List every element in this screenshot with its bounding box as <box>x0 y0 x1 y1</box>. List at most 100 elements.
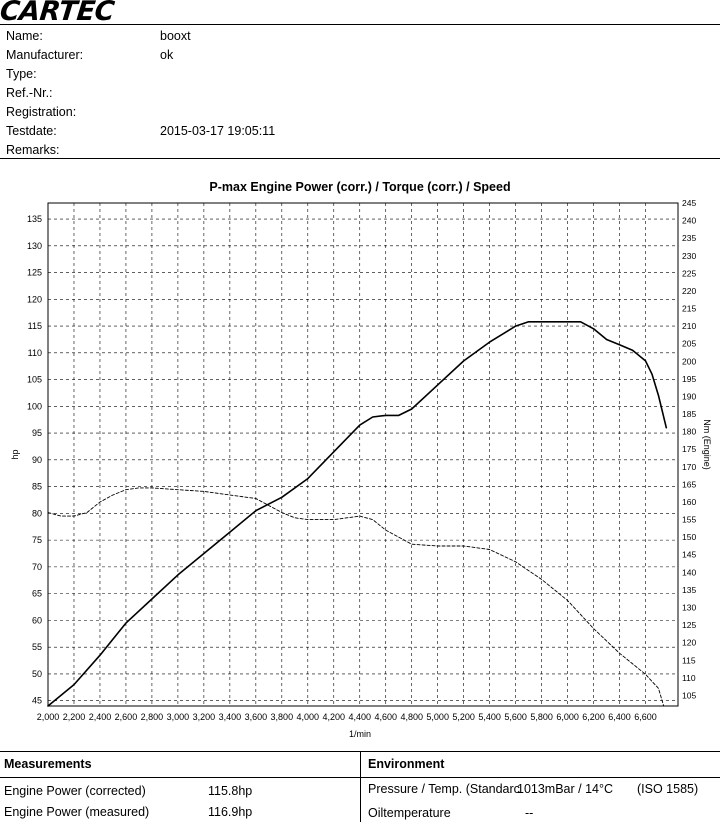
y-right-tick-label: 235 <box>682 233 696 243</box>
y-left-tick-label: 125 <box>27 268 42 278</box>
y-right-tick-label: 125 <box>682 620 696 630</box>
y-left-tick-label: 50 <box>32 669 42 679</box>
y-left-tick-label: 110 <box>28 348 42 358</box>
y-left-tick-label: 45 <box>32 696 42 706</box>
x-tick-label: 6,000 <box>556 712 579 722</box>
y-right-tick-label: 105 <box>682 690 696 700</box>
info-label: Remarks: <box>6 143 60 157</box>
info-label: Manufacturer: <box>6 48 84 62</box>
x-tick-label: 4,400 <box>348 712 371 722</box>
y-right-tick-label: 150 <box>682 532 696 542</box>
y-left-axis-label: hp <box>10 449 20 459</box>
info-label: Name: <box>6 29 43 43</box>
measurement-label: Engine Power (measured) <box>4 805 150 819</box>
y-right-tick-label: 180 <box>682 427 696 437</box>
y-right-tick-label: 230 <box>682 251 696 261</box>
environment-label: Oiltemperature <box>368 806 451 820</box>
y-right-tick-label: 195 <box>682 374 696 384</box>
y-right-tick-label: 135 <box>682 585 696 595</box>
x-tick-label: 3,400 <box>219 712 242 722</box>
y-left-tick-label: 130 <box>27 241 42 251</box>
x-tick-label: 6,200 <box>582 712 605 722</box>
y-right-tick-label: 210 <box>682 321 696 331</box>
dyno-chart: P-max Engine Power (corr.) / Torque (cor… <box>10 180 712 739</box>
y-right-tick-label: 130 <box>682 603 696 613</box>
y-right-tick-label: 215 <box>682 304 696 314</box>
y-right-tick-label: 240 <box>682 216 696 226</box>
x-tick-label: 5,800 <box>530 712 553 722</box>
y-left-tick-label: 105 <box>27 375 42 385</box>
y-right-tick-label: 155 <box>682 515 696 525</box>
info-value: 2015-03-17 19:05:11 <box>160 124 276 138</box>
x-tick-label: 4,800 <box>400 712 423 722</box>
y-right-tick-label: 170 <box>682 462 696 472</box>
y-right-axis-label: Nm (Engine) <box>702 419 712 470</box>
y-left-tick-label: 135 <box>27 214 42 224</box>
info-label: Registration: <box>6 105 77 119</box>
environment-value: 1013mBar / 14°C <box>517 782 614 796</box>
y-left-tick-label: 90 <box>32 455 42 465</box>
y-right-tick-label: 175 <box>682 444 696 454</box>
measurement-value: 116.9hp <box>208 805 253 819</box>
y-right-tick-label: 190 <box>682 391 696 401</box>
x-tick-label: 2,600 <box>115 712 138 722</box>
y-left-tick-label: 55 <box>32 642 42 652</box>
x-tick-label: 2,400 <box>89 712 112 722</box>
measurement-value: 115.8hp <box>208 784 253 798</box>
y-left-tick-label: 70 <box>32 562 42 572</box>
info-value: ok <box>160 48 174 62</box>
header-divider <box>0 24 720 25</box>
environment-heading: Environment <box>368 757 445 771</box>
x-tick-label: 3,600 <box>245 712 268 722</box>
table-column-divider <box>360 751 361 822</box>
x-tick-label: 3,800 <box>271 712 294 722</box>
info-value: booxt <box>160 29 191 43</box>
x-tick-label: 6,600 <box>634 712 657 722</box>
environment-value: -- <box>525 806 534 820</box>
info-label: Testdate: <box>6 124 57 138</box>
y-right-tick-label: 110 <box>682 673 696 683</box>
info-label: Ref.-Nr.: <box>6 86 53 100</box>
y-left-tick-label: 115 <box>28 321 42 331</box>
info-label: Type: <box>6 67 37 81</box>
power-series-line <box>47 321 668 707</box>
y-right-tick-label: 165 <box>682 479 696 489</box>
plot-frame <box>47 202 679 707</box>
y-right-tick-label: 245 <box>682 198 696 208</box>
x-tick-label: 4,600 <box>374 712 397 722</box>
environment-standard: (ISO 1585) <box>637 782 699 796</box>
x-tick-label: 5,000 <box>426 712 449 722</box>
x-tick-label: 5,400 <box>478 712 501 722</box>
x-tick-label: 2,000 <box>37 712 60 722</box>
y-right-tick-label: 145 <box>682 550 696 560</box>
x-tick-label: 2,800 <box>141 712 164 722</box>
y-left-tick-label: 95 <box>32 428 42 438</box>
x-tick-label: 5,200 <box>452 712 475 722</box>
y-left-tick-label: 120 <box>27 294 42 304</box>
y-right-tick-label: 115 <box>682 655 696 665</box>
y-right-tick-label: 220 <box>682 286 696 296</box>
x-tick-label: 6,400 <box>608 712 631 722</box>
y-left-tick-label: 85 <box>32 482 42 492</box>
torque-series-line <box>47 487 665 707</box>
x-tick-label: 5,600 <box>504 712 527 722</box>
measurements-heading: Measurements <box>4 757 92 771</box>
y-right-tick-label: 185 <box>682 409 696 419</box>
x-tick-label: 4,000 <box>297 712 320 722</box>
y-left-tick-label: 75 <box>32 535 42 545</box>
x-axis-label: 1/min <box>349 729 371 739</box>
y-right-tick-label: 160 <box>682 497 696 507</box>
y-right-tick-label: 140 <box>682 567 696 577</box>
info-divider <box>0 158 720 159</box>
x-tick-label: 4,200 <box>323 712 346 722</box>
y-left-tick-label: 65 <box>32 589 42 599</box>
y-left-tick-label: 80 <box>32 508 42 518</box>
y-left-tick-label: 60 <box>32 615 42 625</box>
y-left-tick-label: 100 <box>27 401 42 411</box>
y-right-tick-label: 200 <box>682 356 696 366</box>
y-right-tick-label: 120 <box>682 638 696 648</box>
x-tick-label: 3,200 <box>193 712 216 722</box>
x-tick-label: 3,000 <box>167 712 190 722</box>
measurement-label: Engine Power (corrected) <box>4 784 146 798</box>
chart-title: P-max Engine Power (corr.) / Torque (cor… <box>209 180 510 194</box>
